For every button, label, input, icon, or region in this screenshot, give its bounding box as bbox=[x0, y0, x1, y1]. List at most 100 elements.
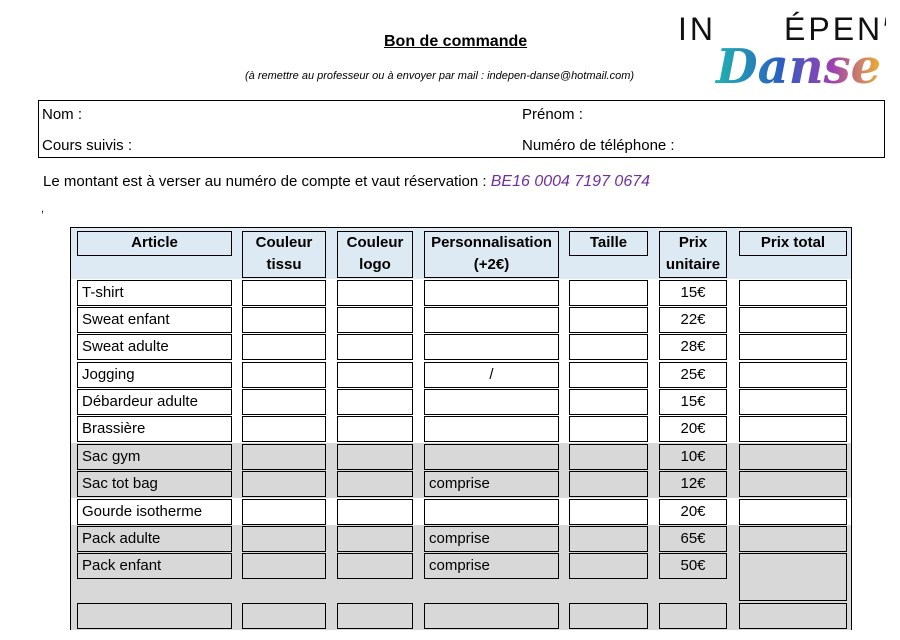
article-cell: Gourde isotherme bbox=[77, 499, 232, 525]
personnalisation-cell[interactable] bbox=[424, 444, 559, 470]
personnalisation-cell[interactable]: comprise bbox=[424, 553, 559, 579]
prix-unitaire-cell: 25€ bbox=[659, 362, 727, 388]
table-cell[interactable] bbox=[242, 389, 326, 415]
nom-field[interactable]: Nom : bbox=[42, 106, 83, 123]
column-header: Prix total bbox=[739, 231, 847, 256]
svg-text:ÉPEN′: ÉPEN′ bbox=[784, 11, 886, 47]
prix-total-cell[interactable] bbox=[739, 444, 847, 470]
column-header: Couleur tissu bbox=[242, 231, 326, 278]
subtitle: (à remettre au professeur ou à envoyer p… bbox=[245, 70, 635, 82]
table-cell[interactable] bbox=[337, 553, 413, 579]
personnalisation-cell[interactable] bbox=[424, 389, 559, 415]
table-cell[interactable] bbox=[569, 471, 648, 497]
prix-total-cell[interactable] bbox=[739, 307, 847, 333]
table-cell[interactable] bbox=[242, 471, 326, 497]
table-cell[interactable] bbox=[569, 499, 648, 525]
prix-total-cell[interactable] bbox=[739, 553, 847, 601]
column-header-line1: Couleur bbox=[255, 234, 313, 251]
table-cell[interactable] bbox=[569, 444, 648, 470]
table-cell[interactable] bbox=[337, 526, 413, 552]
article-cell bbox=[77, 603, 232, 629]
prix-unitaire-cell: 50€ bbox=[659, 553, 727, 579]
telephone-field[interactable]: Numéro de téléphone : bbox=[522, 137, 675, 154]
prix-unitaire-cell: 15€ bbox=[659, 389, 727, 415]
column-header: Taille bbox=[569, 231, 648, 256]
table-cell[interactable] bbox=[569, 307, 648, 333]
table-cell[interactable] bbox=[242, 362, 326, 388]
prix-unitaire-cell: 20€ bbox=[659, 499, 727, 525]
table-cell[interactable] bbox=[569, 603, 648, 629]
table-cell[interactable] bbox=[337, 334, 413, 360]
table-cell[interactable] bbox=[337, 280, 413, 306]
personnalisation-cell[interactable] bbox=[424, 280, 559, 306]
column-header-line2: (+2€) bbox=[473, 256, 510, 273]
article-cell: Sac tot bag bbox=[77, 471, 232, 497]
table-cell[interactable] bbox=[242, 553, 326, 579]
column-header-line1: Taille bbox=[589, 234, 628, 251]
prix-total-cell[interactable] bbox=[739, 280, 847, 306]
prix-total-cell[interactable] bbox=[739, 362, 847, 388]
prix-total-cell[interactable] bbox=[739, 416, 847, 442]
table-cell[interactable] bbox=[337, 471, 413, 497]
table-cell[interactable] bbox=[569, 389, 648, 415]
table-cell[interactable] bbox=[337, 362, 413, 388]
personnalisation-cell[interactable] bbox=[424, 416, 559, 442]
prix-unitaire-cell: 28€ bbox=[659, 334, 727, 360]
column-header-line1: Article bbox=[131, 234, 178, 251]
prix-total-cell[interactable] bbox=[739, 603, 847, 629]
table-cell[interactable] bbox=[242, 526, 326, 552]
column-header: Article bbox=[77, 231, 232, 256]
page-title: Bon de commande bbox=[384, 33, 528, 50]
cours-field[interactable]: Cours suivis : bbox=[42, 137, 133, 154]
personnalisation-cell[interactable] bbox=[424, 334, 559, 360]
personnalisation-cell[interactable]: / bbox=[424, 362, 559, 388]
article-cell: Sweat adulte bbox=[77, 334, 232, 360]
column-header: Personnalisation (+2€) bbox=[424, 231, 559, 278]
table-cell[interactable] bbox=[337, 444, 413, 470]
column-header-line1: Personnalisation bbox=[431, 234, 552, 251]
column-header: Couleur logo bbox=[337, 231, 413, 278]
table-cell[interactable] bbox=[242, 307, 326, 333]
table-cell[interactable] bbox=[242, 499, 326, 525]
table-cell[interactable] bbox=[337, 416, 413, 442]
personnalisation-cell[interactable]: comprise bbox=[424, 526, 559, 552]
table-cell[interactable] bbox=[569, 416, 648, 442]
personnalisation-cell[interactable]: comprise bbox=[424, 471, 559, 497]
article-cell: Sac gym bbox=[77, 444, 232, 470]
article-cell: Débardeur adulte bbox=[77, 389, 232, 415]
table-cell[interactable] bbox=[337, 499, 413, 525]
svg-text:Danse: Danse bbox=[714, 39, 881, 90]
personnalisation-cell[interactable] bbox=[424, 307, 559, 333]
table-cell[interactable] bbox=[337, 307, 413, 333]
payment-info: Le montant est à verser au numéro de com… bbox=[43, 173, 650, 191]
prix-total-cell[interactable] bbox=[739, 526, 847, 552]
logo: IN ÉPEN′ Danse bbox=[678, 11, 886, 90]
prix-unitaire-cell: 12€ bbox=[659, 471, 727, 497]
prix-unitaire-cell: 20€ bbox=[659, 416, 727, 442]
table-cell[interactable] bbox=[569, 280, 648, 306]
prix-unitaire-cell: 22€ bbox=[659, 307, 727, 333]
table-cell[interactable] bbox=[337, 389, 413, 415]
article-cell: Jogging bbox=[77, 362, 232, 388]
table-cell[interactable] bbox=[569, 553, 648, 579]
table-cell[interactable] bbox=[569, 362, 648, 388]
column-header-line1: Couleur bbox=[346, 234, 404, 251]
table-cell[interactable] bbox=[337, 603, 413, 629]
personnalisation-cell[interactable] bbox=[424, 499, 559, 525]
table-cell[interactable] bbox=[569, 334, 648, 360]
prix-total-cell[interactable] bbox=[739, 334, 847, 360]
table-cell[interactable] bbox=[242, 444, 326, 470]
column-header-line2: unitaire bbox=[665, 256, 721, 273]
prix-total-cell[interactable] bbox=[739, 499, 847, 525]
personnalisation-cell[interactable] bbox=[424, 603, 559, 629]
prix-total-cell[interactable] bbox=[739, 389, 847, 415]
prenom-field[interactable]: Prénom : bbox=[522, 106, 583, 123]
table-cell[interactable] bbox=[569, 526, 648, 552]
column-header-line1: Prix total bbox=[760, 234, 826, 251]
table-cell[interactable] bbox=[242, 416, 326, 442]
table-cell[interactable] bbox=[242, 280, 326, 306]
table-cell[interactable] bbox=[242, 334, 326, 360]
column-header: Prix unitaire bbox=[659, 231, 727, 278]
table-cell[interactable] bbox=[242, 603, 326, 629]
prix-total-cell[interactable] bbox=[739, 471, 847, 497]
